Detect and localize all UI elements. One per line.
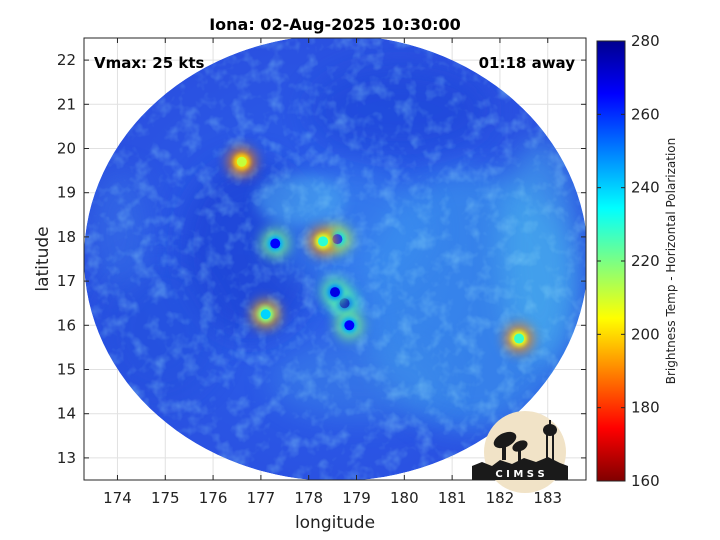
colorbar-tick-label: 280 — [631, 32, 660, 50]
y-tick-label: 21 — [57, 95, 76, 113]
vmax-label: Vmax: 25 kts — [94, 54, 204, 72]
y-tick-label: 15 — [57, 361, 76, 379]
x-axis-label: longitude — [295, 513, 375, 533]
x-tick-label: 183 — [533, 489, 562, 507]
colorbar-tick-label: 180 — [631, 399, 660, 417]
colorbar-gradient — [596, 40, 626, 482]
y-tick-label: 19 — [57, 184, 76, 202]
plot-title: Iona: 02-Aug-2025 10:30:00 — [209, 15, 461, 34]
convective-cell — [335, 311, 364, 340]
convective-cell — [251, 300, 280, 329]
x-tick-label: 177 — [247, 489, 276, 507]
colorbar: 280 260 240 220 200 180 160 Brightness Temp - … — [596, 32, 678, 490]
x-tick-label: 179 — [342, 489, 371, 507]
x-tick-label: 178 — [294, 489, 323, 507]
y-tick-label: 13 — [57, 449, 76, 467]
y-tick-label: 16 — [57, 316, 76, 334]
plot-border — [83, 37, 587, 481]
convective-cell — [505, 324, 534, 353]
microwave-swath — [84, 38, 586, 480]
x-tick-label: 182 — [486, 489, 515, 507]
x-tick-label: 175 — [151, 489, 180, 507]
logo-text: C I M S S — [495, 469, 544, 480]
x-tick-label: 174 — [103, 489, 132, 507]
x-tick-labels: 174 175 176 177 178 179 180 181 182 183 — [103, 489, 562, 507]
cimss-logo-icon: C I M S S — [472, 411, 568, 493]
colorbar-tick-label: 260 — [631, 105, 660, 123]
convective-cell — [227, 147, 256, 176]
axis-ticks — [84, 38, 586, 480]
y-tick-label: 14 — [57, 405, 76, 423]
colorbar-tick-label: 220 — [631, 252, 660, 270]
colorbar-title: Brightness Temp - Horizontal Polarizatio… — [664, 138, 678, 385]
convective-cell — [309, 227, 338, 256]
colorbar-tick-label: 200 — [631, 325, 660, 343]
y-tick-label: 17 — [57, 272, 76, 290]
convective-cell — [261, 229, 290, 258]
y-tick-label: 20 — [57, 140, 76, 158]
x-tick-label: 181 — [438, 489, 467, 507]
colorbar-tick-label: 240 — [631, 179, 660, 197]
y-axis-label: latitude — [33, 226, 53, 291]
convective-cell — [321, 278, 349, 307]
y-tick-label: 22 — [57, 51, 76, 69]
x-tick-label: 180 — [390, 489, 419, 507]
x-tick-label: 176 — [199, 489, 228, 507]
colorbar-tick-label: 160 — [631, 472, 660, 490]
y-tick-label: 18 — [57, 228, 76, 246]
y-tick-labels: 22 21 20 19 18 17 16 15 14 13 — [57, 51, 76, 467]
away-label: 01:18 away — [479, 54, 576, 72]
